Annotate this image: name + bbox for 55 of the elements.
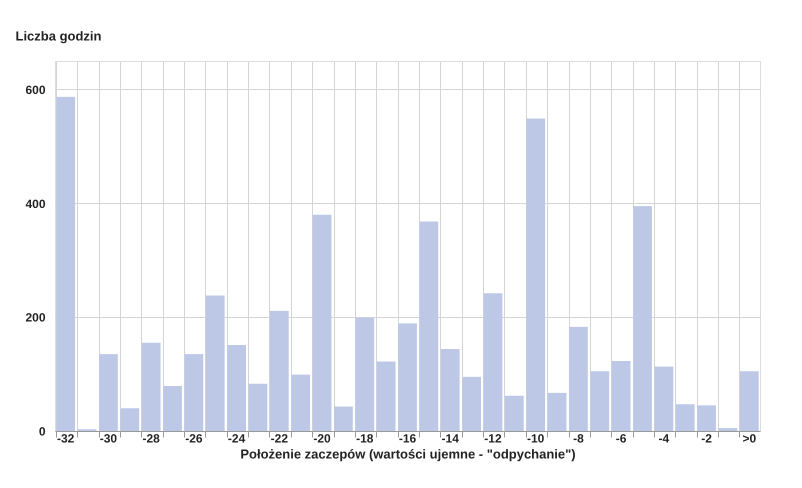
bar <box>334 406 353 431</box>
bar <box>718 428 738 431</box>
bar <box>355 318 374 431</box>
x-tick-label: -32 <box>57 432 75 446</box>
x-tick-label: -30 <box>100 432 118 446</box>
x-tick-label: -12 <box>484 432 502 446</box>
bar <box>398 323 417 431</box>
x-tick-label: -14 <box>442 432 460 446</box>
bar <box>56 96 76 431</box>
bar <box>654 366 674 431</box>
x-tick-label: -22 <box>270 432 288 446</box>
y-tick-label: 0 <box>38 424 46 438</box>
bar <box>440 349 460 431</box>
y-tick-label: 600 <box>25 82 46 97</box>
bar <box>526 118 546 431</box>
bar <box>676 404 695 431</box>
bar <box>248 384 268 431</box>
x-tick-label: -6 <box>616 432 627 446</box>
x-tick-label: -8 <box>573 432 584 446</box>
bar <box>99 354 118 431</box>
y-axis-title: Liczba godzin <box>16 28 102 44</box>
x-tick-label: -16 <box>398 432 416 446</box>
bar <box>569 326 588 431</box>
bar <box>227 345 246 431</box>
x-tick-label: -20 <box>313 432 332 446</box>
bar <box>163 386 182 431</box>
bar <box>312 214 332 431</box>
bar <box>590 371 610 431</box>
y-tick-label: 400 <box>25 196 46 211</box>
bar <box>376 362 396 431</box>
bar <box>548 392 566 431</box>
bar <box>484 293 502 431</box>
x-tick-label: -10 <box>527 432 545 446</box>
bar <box>697 405 716 431</box>
bar <box>206 296 225 431</box>
bar <box>120 408 140 431</box>
bar <box>142 342 161 431</box>
x-tick-label: -28 <box>142 432 160 446</box>
x-tick-label: -24 <box>228 432 246 446</box>
x-tick-label: -18 <box>356 432 374 446</box>
x-tick-label: >0 <box>742 432 756 446</box>
bar <box>504 396 524 431</box>
bar <box>462 376 481 431</box>
x-tick-label: -2 <box>701 432 712 446</box>
bar <box>612 360 631 431</box>
x-axis-title: Położenie zaczepów (wartości ujemne - "odpychanie") <box>240 446 576 462</box>
bar <box>184 354 204 431</box>
y-tick-label: 200 <box>25 310 46 325</box>
bar <box>291 374 310 431</box>
bar <box>419 222 438 431</box>
bar <box>740 371 759 431</box>
bar <box>633 206 652 431</box>
bar <box>270 310 289 431</box>
x-tick-label: -4 <box>658 432 670 446</box>
x-tick-label: -26 <box>185 432 203 446</box>
